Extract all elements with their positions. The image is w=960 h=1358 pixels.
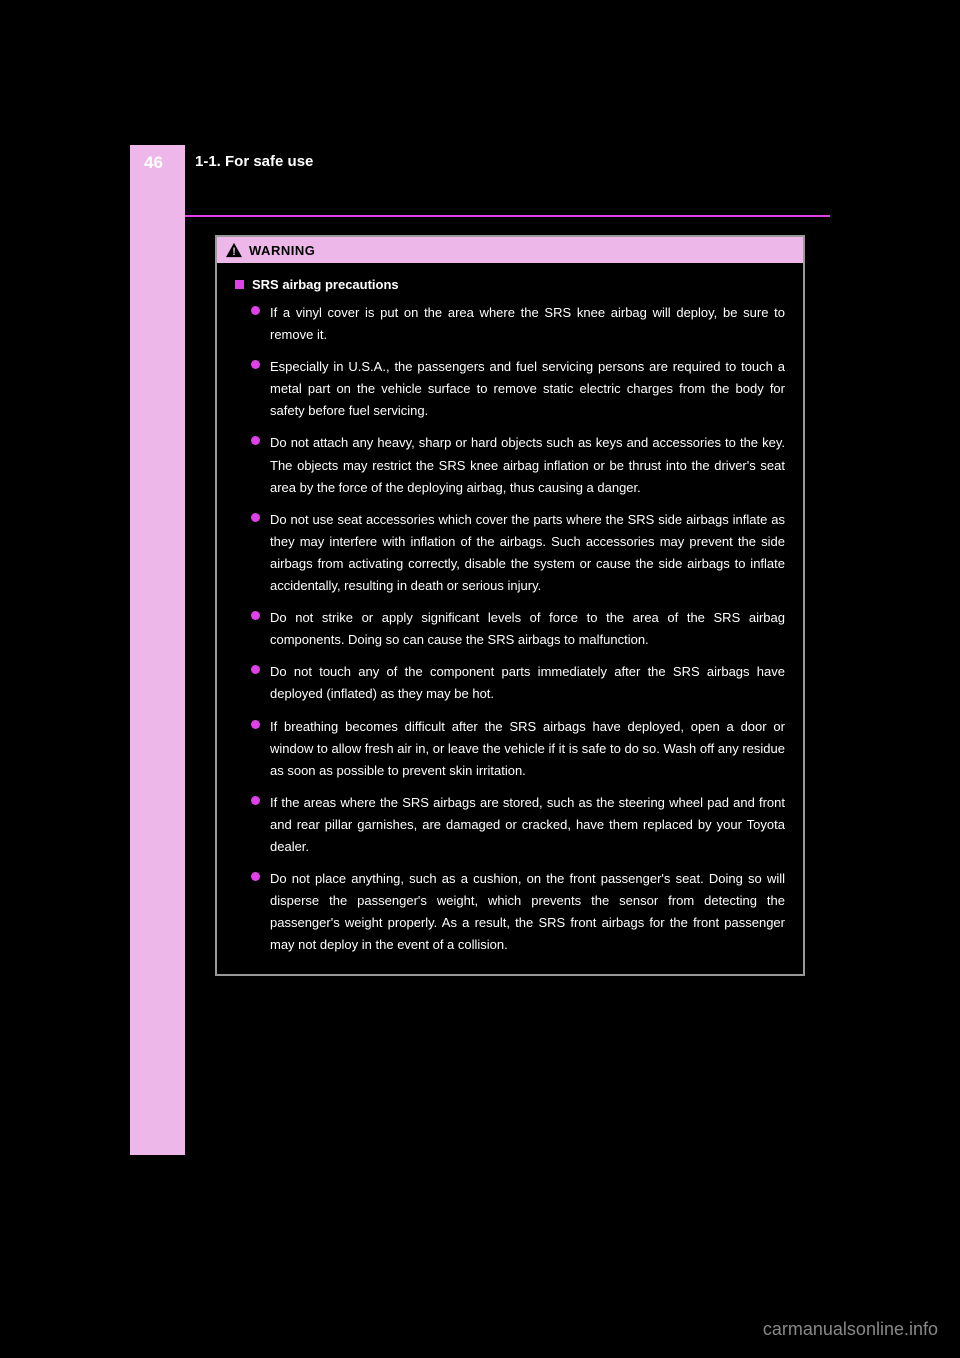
warning-heading: SRS airbag precautions [252,277,399,292]
bullet-text: Do not place anything, such as a cushion… [270,868,785,956]
warning-header: ! WARNING [217,237,803,263]
svg-text:!: ! [232,246,236,258]
warning-label: WARNING [249,243,315,258]
round-bullet-icon [251,611,260,620]
bullet-item: Do not use seat accessories which cover … [251,509,785,597]
bullet-text: Especially in U.S.A., the passengers and… [270,356,785,422]
round-bullet-icon [251,665,260,674]
left-sidebar [130,145,185,1155]
bullet-text: If a vinyl cover is put on the area wher… [270,302,785,346]
bullet-item: Do not strike or apply significant level… [251,607,785,651]
bullet-item: If a vinyl cover is put on the area wher… [251,302,785,346]
watermark: carmanualsonline.info [763,1319,938,1340]
page-number: 46 [144,153,163,173]
warning-body: SRS airbag precautions If a vinyl cover … [217,263,803,974]
bullet-text: If the areas where the SRS airbags are s… [270,792,785,858]
bullet-text: Do not touch any of the component parts … [270,661,785,705]
section-title: 1-1. For safe use [195,153,313,170]
manual-page: 46 1-1. For safe use ! WARNING SRS airba… [130,145,830,1155]
round-bullet-icon [251,513,260,522]
bullet-item: If breathing becomes difficult after the… [251,716,785,782]
bullet-item: Do not place anything, such as a cushion… [251,868,785,956]
square-bullet-icon [235,280,244,289]
round-bullet-icon [251,306,260,315]
bullet-text: Do not strike or apply significant level… [270,607,785,651]
round-bullet-icon [251,360,260,369]
round-bullet-icon [251,720,260,729]
warning-triangle-icon: ! [225,242,243,258]
header-divider [185,215,830,217]
bullet-item: Especially in U.S.A., the passengers and… [251,356,785,422]
page-header: 46 1-1. For safe use [130,145,830,215]
round-bullet-icon [251,436,260,445]
round-bullet-icon [251,796,260,805]
bullet-item: Do not attach any heavy, sharp or hard o… [251,432,785,498]
warning-heading-row: SRS airbag precautions [235,277,785,292]
bullet-text: Do not attach any heavy, sharp or hard o… [270,432,785,498]
bullet-text: Do not use seat accessories which cover … [270,509,785,597]
bullet-item: Do not touch any of the component parts … [251,661,785,705]
round-bullet-icon [251,872,260,881]
bullet-item: If the areas where the SRS airbags are s… [251,792,785,858]
warning-box: ! WARNING SRS airbag precautions If a vi… [215,235,805,976]
bullet-text: If breathing becomes difficult after the… [270,716,785,782]
bullets-container: If a vinyl cover is put on the area wher… [235,302,785,956]
